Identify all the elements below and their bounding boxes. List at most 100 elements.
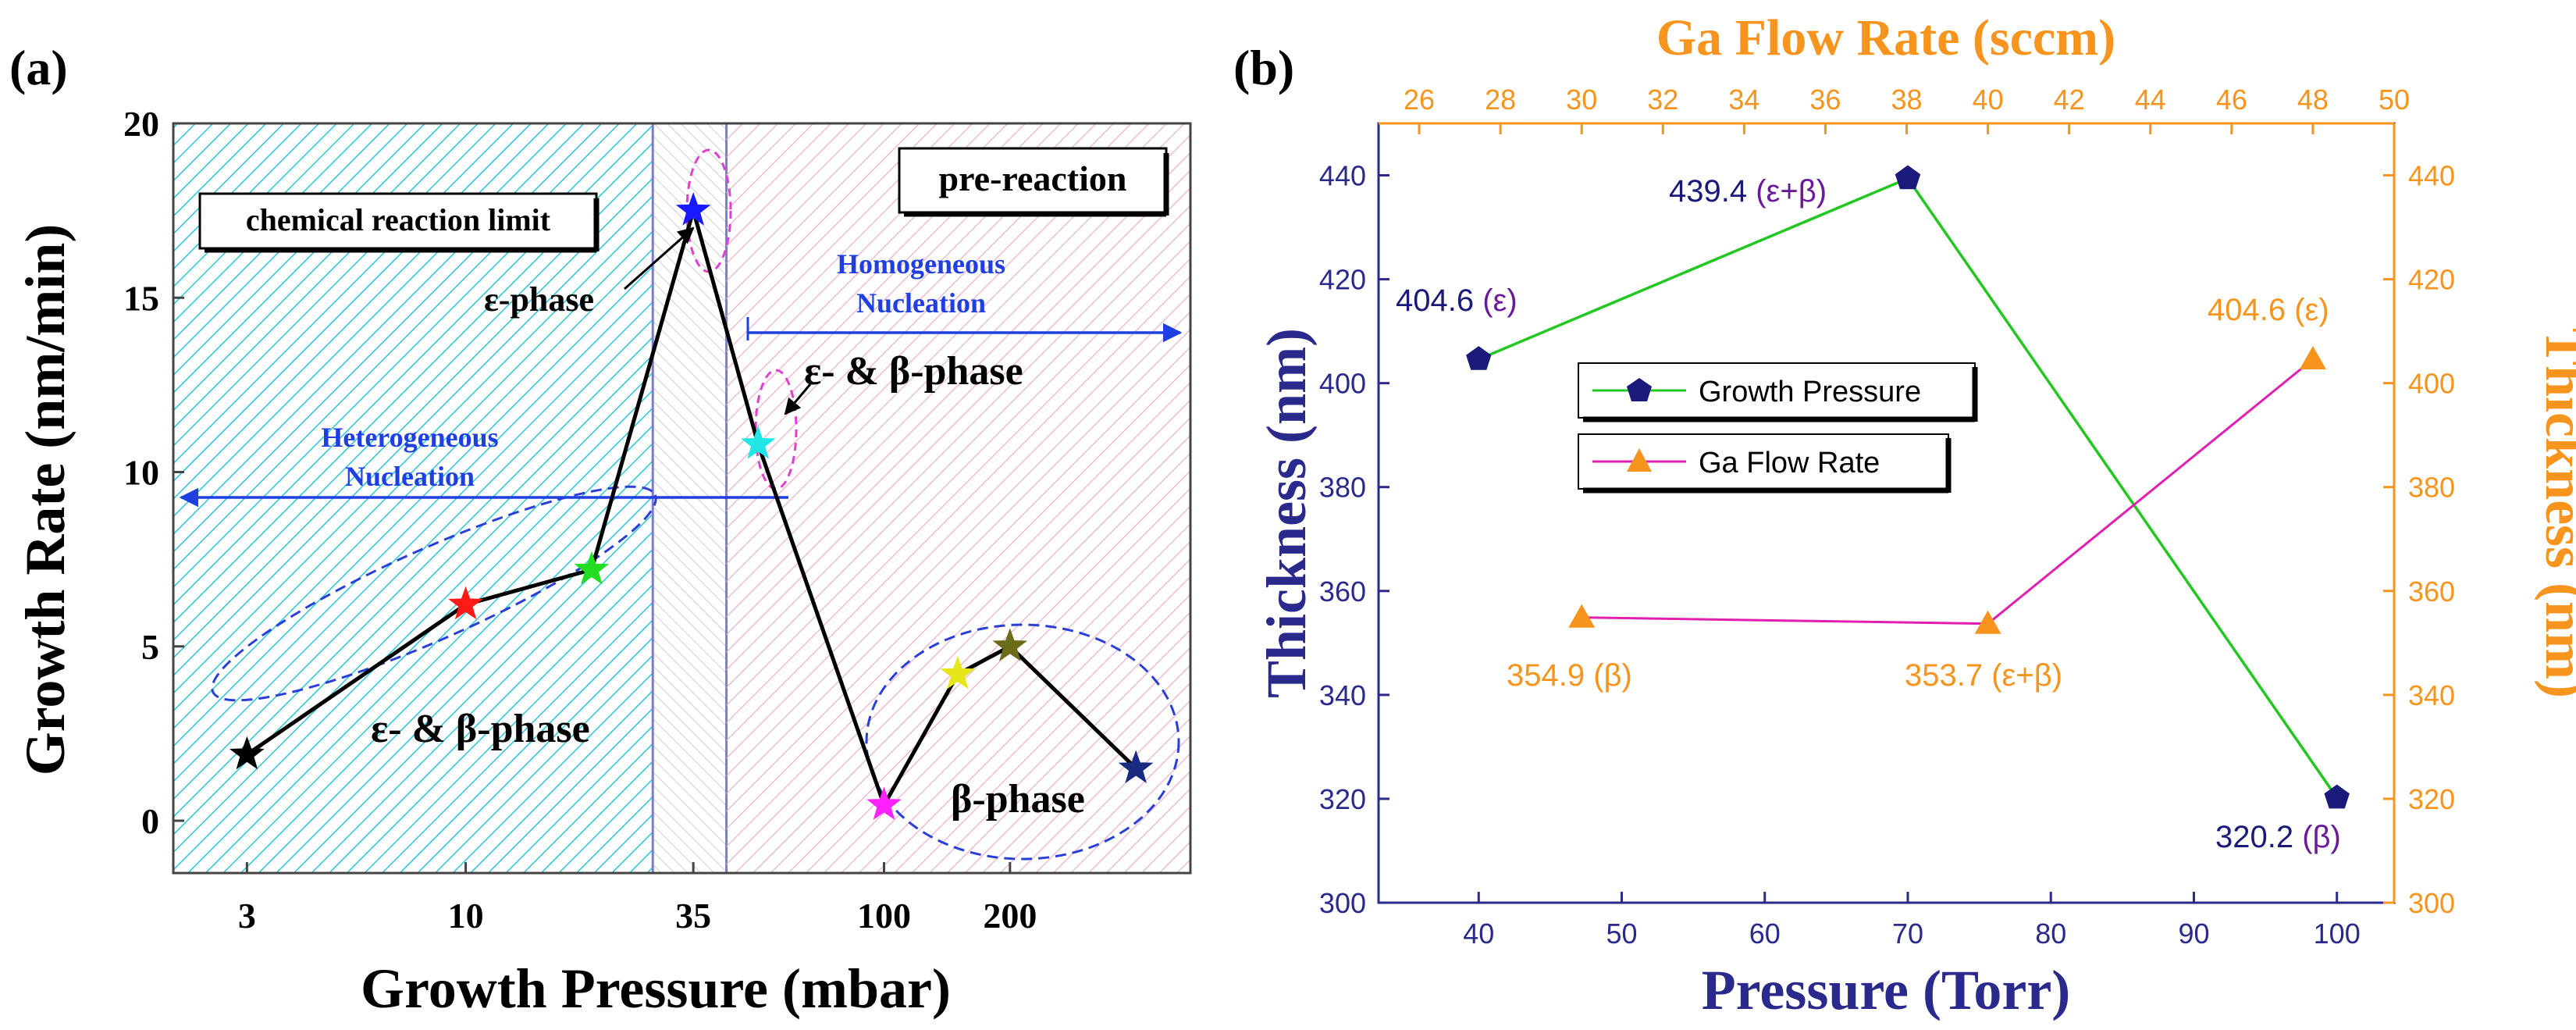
left-tick-label: 360	[1319, 576, 1366, 608]
y-axis-title-b: Thickness (nm)	[1255, 328, 1318, 698]
bottom-tick-label: 100	[2314, 918, 2361, 950]
pre-reaction-label: pre-reaction	[938, 159, 1126, 198]
y-tick-label: 0	[141, 801, 159, 841]
beta-phase-label: β-phase	[951, 777, 1085, 822]
growth-rate-star	[740, 426, 776, 459]
panel-a: (a) 0 5 10 15 20 3 10 35 100 200 Growth Pressure…	[9, 40, 1192, 1020]
heterogeneous-label-1: Heterogeneous	[321, 422, 498, 453]
growth-rate-star	[1118, 750, 1154, 784]
left-tick-label: 400	[1319, 368, 1366, 400]
ga-flow-rate-data-label: 404.6 (ε)	[2208, 293, 2329, 327]
right-tick-label: 420	[2408, 264, 2455, 296]
left-tick-label: 380	[1319, 472, 1366, 504]
top-tick-label: 36	[1809, 84, 1841, 116]
right-tick-label: 300	[2408, 887, 2455, 919]
bottom-tick-label: 70	[1892, 918, 1923, 950]
low-pressure-ellipse	[211, 485, 657, 702]
panel-b: (b) 300 320 340 360 380 400 420 440 300 320 340 36…	[1233, 9, 2576, 1021]
x-tick-label: 100	[857, 896, 911, 936]
heterogeneous-label-2: Nucleation	[345, 461, 475, 492]
legend-pentagon-icon	[1627, 378, 1652, 401]
y-tick-label: 20	[123, 104, 159, 144]
bottom-tick-label: 90	[2178, 918, 2209, 950]
legend-label-growth-pressure: Growth Pressure	[1699, 376, 1921, 408]
x-tick-label: 200	[983, 896, 1037, 936]
pre-reaction-box: pre-reaction	[898, 147, 1169, 217]
growth-pressure-marker	[1895, 165, 1921, 190]
bottom-tick-label: 40	[1463, 918, 1494, 950]
ga-flow-rate-marker	[2299, 346, 2326, 370]
y-tick-label: 10	[123, 453, 159, 493]
legend: Growth Pressure Ga Flow Rate	[1578, 362, 1978, 494]
left-tick-label: 320	[1319, 783, 1366, 815]
epsilon-phase-arrow	[624, 226, 695, 290]
x-axis-title-a: Growth Pressure (mbar)	[361, 957, 951, 1020]
bottom-axis-ticks: 40 50 60 70 80 90 100	[1463, 892, 2361, 950]
right-tick-label: 320	[2408, 783, 2455, 815]
top-tick-label: 30	[1566, 84, 1597, 116]
top-tick-label: 42	[2054, 84, 2085, 116]
y-axis-ticks-a: 0 5 10 15 20	[123, 104, 184, 841]
growth-rate-star	[574, 551, 610, 585]
bottom-tick-label: 60	[1749, 918, 1781, 950]
right-tick-label: 440	[2408, 160, 2455, 192]
ga-flow-rate-data-label: 354.9 (β)	[1507, 658, 1632, 693]
x-tick-label: 3	[238, 896, 256, 936]
right-tick-label: 400	[2408, 368, 2455, 400]
right-tick-label: 360	[2408, 576, 2455, 608]
legend-label-ga-flow-rate: Ga Flow Rate	[1699, 447, 1880, 479]
eps-beta-arrow	[784, 383, 812, 415]
ga-flow-rate-marker	[1974, 610, 2001, 634]
homogeneous-label-1: Homogeneous	[837, 248, 1005, 280]
y-axis-title-a: Growth Rate (nm/min)	[14, 224, 76, 776]
eps-beta-bottom-label: ε- & β-phase	[371, 707, 590, 751]
legend-item-ga-flow-rate: Ga Flow Rate	[1578, 433, 1952, 494]
left-tick-label: 300	[1319, 887, 1366, 919]
panel-a-label: (a)	[9, 40, 68, 95]
top-tick-label: 32	[1647, 84, 1678, 116]
homogeneous-label-2: Nucleation	[856, 287, 986, 319]
top-tick-label: 26	[1404, 84, 1435, 116]
bottom-tick-label: 80	[2035, 918, 2066, 950]
growth-rate-star	[992, 628, 1028, 661]
top-tick-label: 48	[2297, 84, 2329, 116]
top-axis-ticks: 26 28 30 32 34 36 38 40 42 44 46 48 50	[1404, 84, 2410, 134]
chemical-limit-box: chemical reaction limit	[198, 192, 600, 253]
right-tick-label: 340	[2408, 679, 2455, 711]
growth-rate-star	[448, 586, 483, 620]
plot-frame-a	[172, 122, 1192, 875]
bottom-tick-label: 50	[1606, 918, 1637, 950]
growth-pressure-marker	[2324, 784, 2350, 809]
y-tick-label: 5	[141, 627, 159, 667]
growth-rate-star	[940, 656, 976, 690]
y-tick-label: 15	[123, 278, 159, 318]
homogeneous-region	[726, 123, 1190, 873]
ga-flow-rate-marker	[1568, 604, 1596, 628]
x2-axis-title-b: Ga Flow Rate (sccm)	[1656, 9, 2115, 66]
eps-beta-top-label: ε- & β-phase	[804, 349, 1023, 394]
left-axis-ticks: 300 320 340 360 380 400 420 440	[1319, 160, 1389, 919]
left-tick-label: 420	[1319, 264, 1366, 296]
top-tick-label: 50	[2379, 84, 2410, 116]
top-tick-label: 44	[2135, 84, 2166, 116]
ga-flow-rate-data-label: 353.7 (ε+β)	[1905, 658, 2062, 693]
thickness-series: 404.6 (ε) 439.4 (ε+β) 320.2 (β) 354.9 (β) 35…	[1396, 165, 2350, 854]
x-axis-title-b: Pressure (Torr)	[1702, 959, 2071, 1021]
top-tick-label: 46	[2216, 84, 2247, 116]
left-tick-label: 440	[1319, 160, 1366, 192]
chemical-limit-label: chemical reaction limit	[246, 202, 551, 237]
legend-triangle-icon	[1627, 448, 1652, 472]
epsilon-phase-label: ε-phase	[484, 280, 594, 319]
x-tick-label: 10	[448, 896, 484, 936]
mixed-point-ellipse	[754, 369, 798, 490]
legend-item-growth-pressure: Growth Pressure	[1578, 362, 1978, 422]
x-axis-ticks-a: 3 10 35 100 200	[238, 862, 1037, 936]
growth-pressure-data-label: 404.6 (ε)	[1396, 283, 1517, 318]
plot-frame-b	[1377, 122, 2396, 904]
growth-pressure-data-label: 320.2 (β)	[2215, 820, 2341, 854]
left-tick-label: 340	[1319, 679, 1366, 711]
growth-pressure-marker	[1466, 346, 1492, 370]
growth-rate-star	[866, 786, 902, 820]
high-pressure-ellipse	[865, 623, 1180, 861]
growth-pressure-data-label: 439.4 (ε+β)	[1669, 174, 1827, 208]
